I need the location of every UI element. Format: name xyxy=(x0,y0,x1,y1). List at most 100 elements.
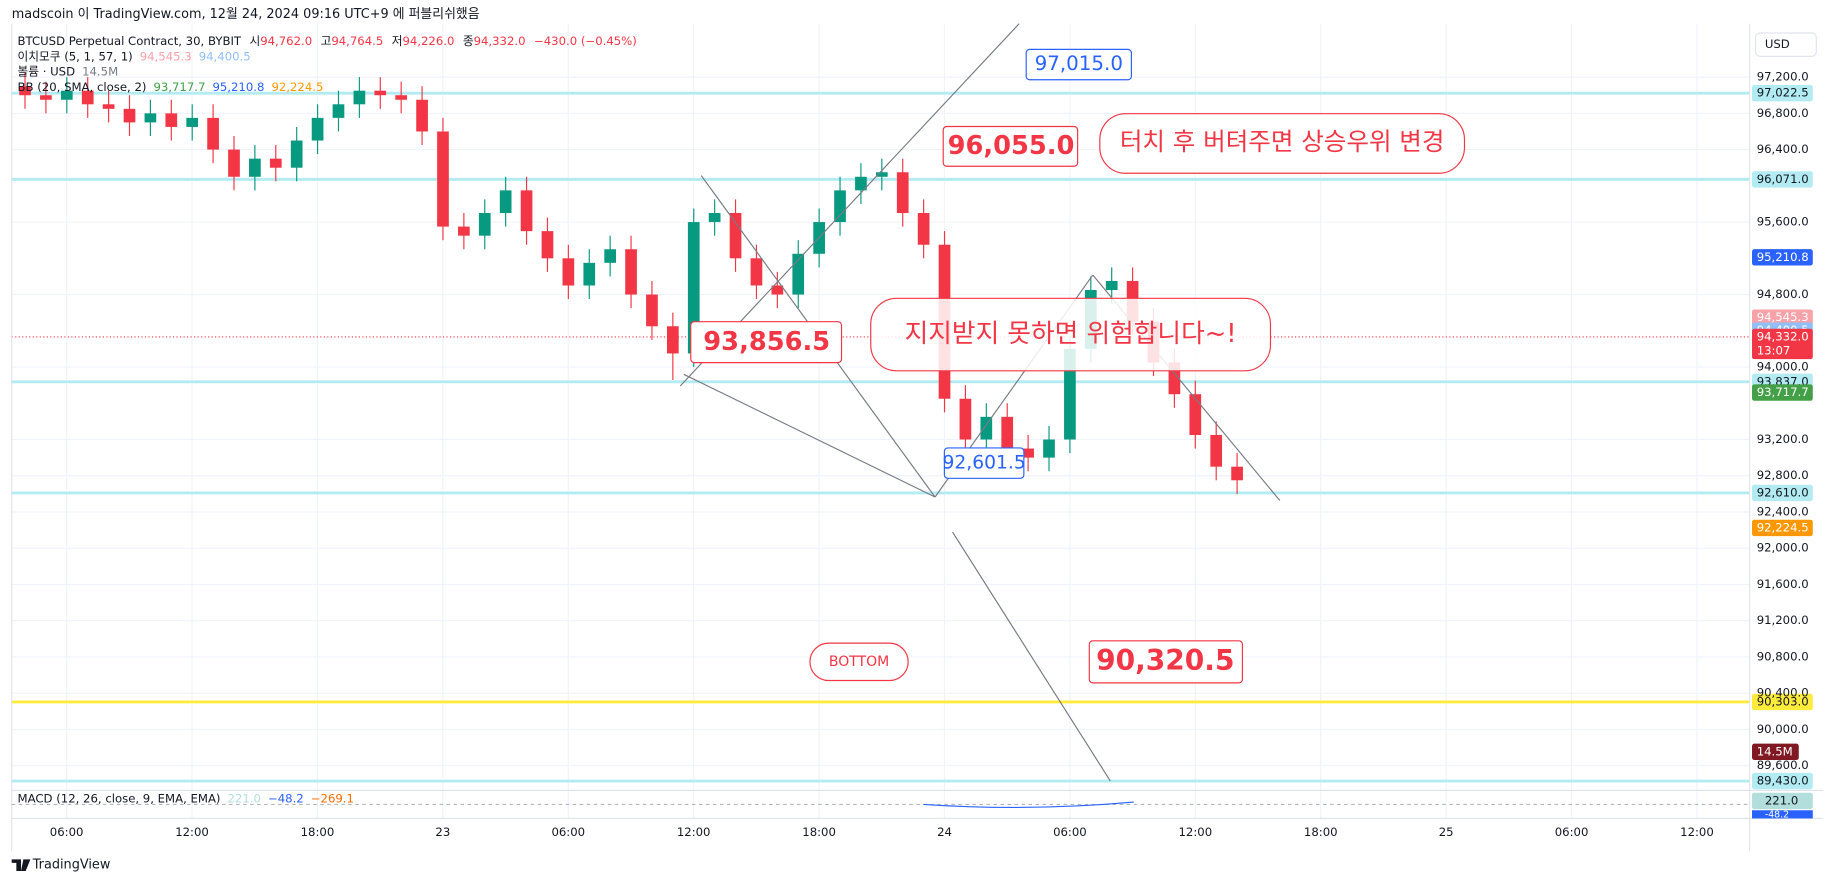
indicator-value: −48.2 xyxy=(268,791,304,805)
callout-box xyxy=(870,297,1272,372)
indicator-legend: 이치모쿠 (5, 1, 57, 1) 94,545.3 94,400.5 볼륨 · U… xyxy=(18,49,354,805)
candle-body xyxy=(249,158,261,177)
candle-body xyxy=(855,176,867,191)
candle-body xyxy=(687,222,700,354)
candle-body xyxy=(395,95,408,100)
y-tick-label: 94,000.0 xyxy=(1757,360,1809,374)
price-badge xyxy=(1752,519,1813,537)
y-tick-label: 90,800.0 xyxy=(1757,649,1809,663)
levels: 97,022.596,071.093,837.092,610.090,303.0… xyxy=(11,85,1813,790)
level-label: 89,430.0 xyxy=(1757,774,1809,788)
level-badge xyxy=(1752,772,1813,790)
indicator: MACD (12, 26, close, 9, EMA, EMA) 221.0 −4… xyxy=(18,791,354,805)
x-tick-label: 12:00 xyxy=(677,825,711,839)
change: −430.0 (−0.45%) xyxy=(534,34,637,48)
candle-body xyxy=(186,117,199,127)
countdown: 13:07 xyxy=(1757,343,1791,357)
symbol: BTCUSD Perpetual Contract, 30, BYBIT xyxy=(18,34,242,48)
indicator-value: 94,400.5 xyxy=(199,49,251,63)
indicator: 볼륨 · USD 14.5M xyxy=(18,64,119,78)
y-tick-label: 95,600.0 xyxy=(1757,215,1809,229)
candle-body xyxy=(458,226,470,236)
candle-body xyxy=(667,326,679,354)
x-tick-label: 12:00 xyxy=(1179,825,1213,839)
annotation: 90,320.5 xyxy=(1096,644,1234,677)
annotation-box xyxy=(1025,48,1132,81)
candle-body xyxy=(40,95,52,100)
ohlc-label: 저 xyxy=(392,34,403,48)
candle-body xyxy=(499,190,512,214)
level-badge xyxy=(1752,693,1813,711)
y-tick-label: 89,600.0 xyxy=(1757,758,1809,772)
price-badge xyxy=(1752,384,1813,401)
level-label: 92,610.0 xyxy=(1757,485,1809,499)
candle-body xyxy=(332,104,345,118)
ohlc-value: 94,226.0 xyxy=(402,34,454,48)
y-tick-label: 90,000.0 xyxy=(1757,722,1809,736)
candle-body xyxy=(60,90,73,100)
candle-body xyxy=(541,231,554,259)
indicator-name: BB (20, SMA, close, 2) xyxy=(18,79,147,93)
price-badge xyxy=(1752,309,1813,326)
candle-body xyxy=(416,99,428,132)
y-tick-label: 92,000.0 xyxy=(1757,541,1809,555)
x-tick-label: 06:00 xyxy=(551,825,585,839)
candle-body xyxy=(269,158,282,168)
candle-body xyxy=(729,213,742,259)
candle-body xyxy=(708,213,721,223)
indicator: 이치모쿠 (5, 1, 57, 1) 94,545.3 94,400.5 xyxy=(18,49,251,63)
annotation: 97,015.0 xyxy=(1035,52,1123,75)
volume-badge xyxy=(1752,743,1799,760)
y-tick-label: 94,800.0 xyxy=(1757,287,1809,301)
annotation: 92,601.5 xyxy=(943,453,1026,474)
legend-symbol: BTCUSD Perpetual Contract, 30, BYBIT 시 94… xyxy=(18,34,637,48)
candle-body xyxy=(1043,439,1055,458)
candle-body xyxy=(646,294,658,327)
currency-button[interactable] xyxy=(1754,32,1817,57)
candle-body xyxy=(1022,448,1034,458)
candle-body xyxy=(437,131,449,227)
ohlc-label: 종 xyxy=(463,34,474,48)
x-tick-label: 18:00 xyxy=(802,825,836,839)
candle-body xyxy=(750,258,763,286)
candle-body xyxy=(583,262,596,286)
candle-body xyxy=(123,108,136,123)
macd-badge xyxy=(1752,792,1813,810)
candle-body xyxy=(102,104,115,109)
indicator-value: 93,717.7 xyxy=(153,79,205,93)
volume-badge-label: 14.5M xyxy=(1757,744,1793,758)
candle-body xyxy=(374,90,387,96)
x-tick-label: 06:00 xyxy=(1053,825,1087,839)
candle-body xyxy=(207,117,219,150)
level-badge xyxy=(1752,85,1813,102)
candle-body xyxy=(228,149,240,177)
candle-body xyxy=(478,213,491,236)
macd-badge-label: -48.2 xyxy=(1765,809,1789,820)
indicator-name: 이치모쿠 (5, 1, 57, 1) xyxy=(18,49,133,63)
price-badge-label: 94,332.0 xyxy=(1757,329,1809,343)
annotation: 96,055.0 xyxy=(948,131,1075,161)
price-badge-label: 93,717.7 xyxy=(1757,385,1809,399)
ohlc-value: 94,764.5 xyxy=(331,34,383,48)
level-label: 96,071.0 xyxy=(1757,172,1809,186)
candle-body xyxy=(562,258,575,286)
candle-body xyxy=(1210,434,1223,467)
callout: 지지받지 못하면 위험합니다~! xyxy=(905,319,1237,349)
candle-body xyxy=(792,253,805,295)
indicator-value: 221.0 xyxy=(228,791,261,805)
x-tick-label: 06:00 xyxy=(50,825,84,839)
y-tick-label: 96,800.0 xyxy=(1757,106,1809,120)
y-tick-label: 90,400.0 xyxy=(1757,686,1809,700)
ohlc-label: 시 xyxy=(249,34,260,48)
candle-body xyxy=(311,117,324,141)
candle-body xyxy=(980,416,993,440)
candle-body xyxy=(1168,362,1181,395)
level-label: 97,022.5 xyxy=(1757,86,1809,100)
ohlc-label: 고 xyxy=(321,34,332,48)
currency[interactable]: USD xyxy=(1765,37,1790,51)
candle-body xyxy=(771,285,784,295)
x-tick-label: 12:00 xyxy=(175,825,209,839)
x-tick-label: 24 xyxy=(937,825,952,839)
annotations: 97,015.0 96,055.0 터치 후 버텨주면 상승우위 변경 93,8… xyxy=(690,48,1466,684)
